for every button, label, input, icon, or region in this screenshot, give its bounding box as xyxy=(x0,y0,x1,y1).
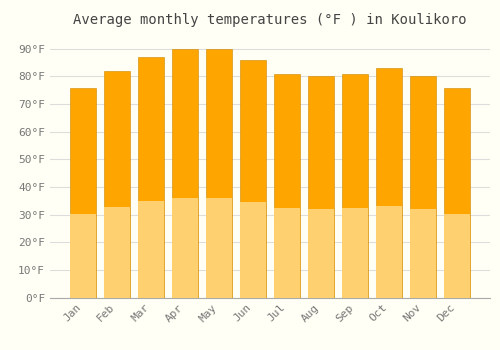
Bar xyxy=(206,49,232,298)
Bar xyxy=(70,88,96,298)
Bar xyxy=(444,214,470,298)
Bar xyxy=(104,71,130,298)
Bar xyxy=(274,208,300,298)
Title: Average monthly temperatures (°F ) in Koulikoro: Average monthly temperatures (°F ) in Ko… xyxy=(73,13,467,27)
Bar xyxy=(444,88,470,298)
Bar xyxy=(240,202,266,298)
Bar xyxy=(308,76,334,298)
Bar xyxy=(376,68,402,298)
Bar xyxy=(138,57,164,298)
Bar xyxy=(308,209,334,298)
Bar xyxy=(172,198,198,298)
Bar xyxy=(240,60,266,298)
Bar xyxy=(376,206,402,298)
Bar xyxy=(342,208,368,298)
Bar xyxy=(206,198,232,298)
Bar xyxy=(410,209,436,298)
Bar xyxy=(104,207,130,298)
Bar xyxy=(274,74,300,298)
Bar xyxy=(138,201,164,298)
Bar xyxy=(410,76,436,298)
Bar xyxy=(342,74,368,298)
Bar xyxy=(172,49,198,298)
Bar xyxy=(70,214,96,298)
